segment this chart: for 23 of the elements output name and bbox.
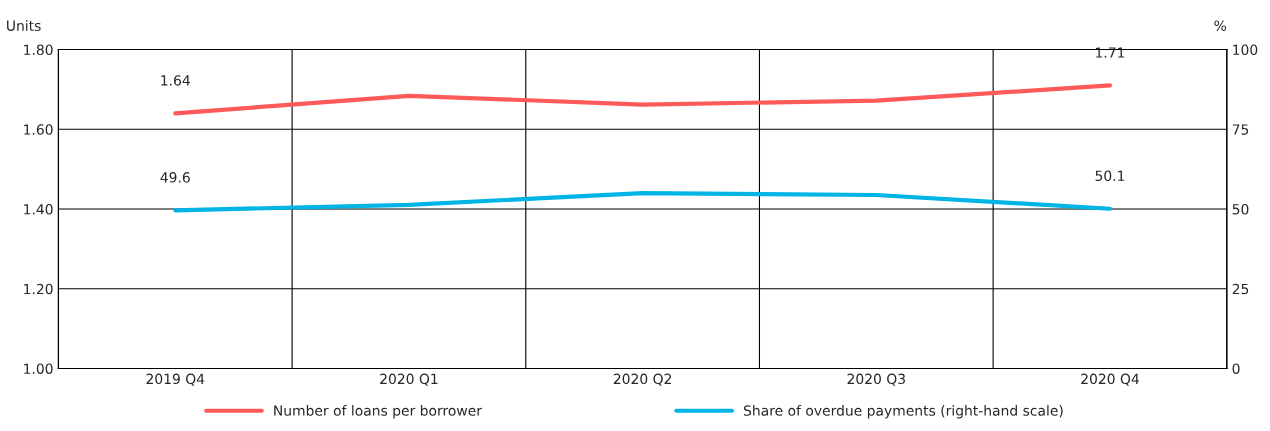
y2-tick-label: 75 <box>1232 124 1249 135</box>
y-tick-label: 1.60 <box>24 124 53 135</box>
y2-tick-label: 25 <box>1232 283 1249 295</box>
y-tick-label: 1.20 <box>24 283 53 295</box>
y-tick-label: 1.80 <box>24 44 53 56</box>
y2-axis-title: % <box>1214 20 1227 31</box>
legend-label: Share of overdue payments (right-hand scale) <box>743 405 1063 419</box>
y2-tick-label: 0 <box>1232 363 1240 374</box>
data-label: 50.1 <box>1095 170 1125 182</box>
y-tick-label: 1.40 <box>24 204 53 215</box>
x-tick-label: 2019 Q4 <box>146 373 205 386</box>
x-tick-label: 2020 Q2 <box>613 373 671 386</box>
data-label: 1.64 <box>161 75 190 86</box>
data-label: 49.6 <box>160 172 190 183</box>
x-tick-label: 2020 Q4 <box>1081 373 1139 386</box>
y2-tick-label: 100 <box>1233 44 1258 56</box>
x-tick-label: 2020 Q1 <box>380 373 438 386</box>
line-series <box>173 191 1113 213</box>
y2-tick-label: 50 <box>1232 204 1249 215</box>
y-tick-label: 1.00 <box>24 363 53 374</box>
legend-label: Number of loans per borrower <box>274 405 482 419</box>
y-axis-title: Units <box>7 20 41 31</box>
x-tick-label: 2020 Q3 <box>847 373 905 386</box>
